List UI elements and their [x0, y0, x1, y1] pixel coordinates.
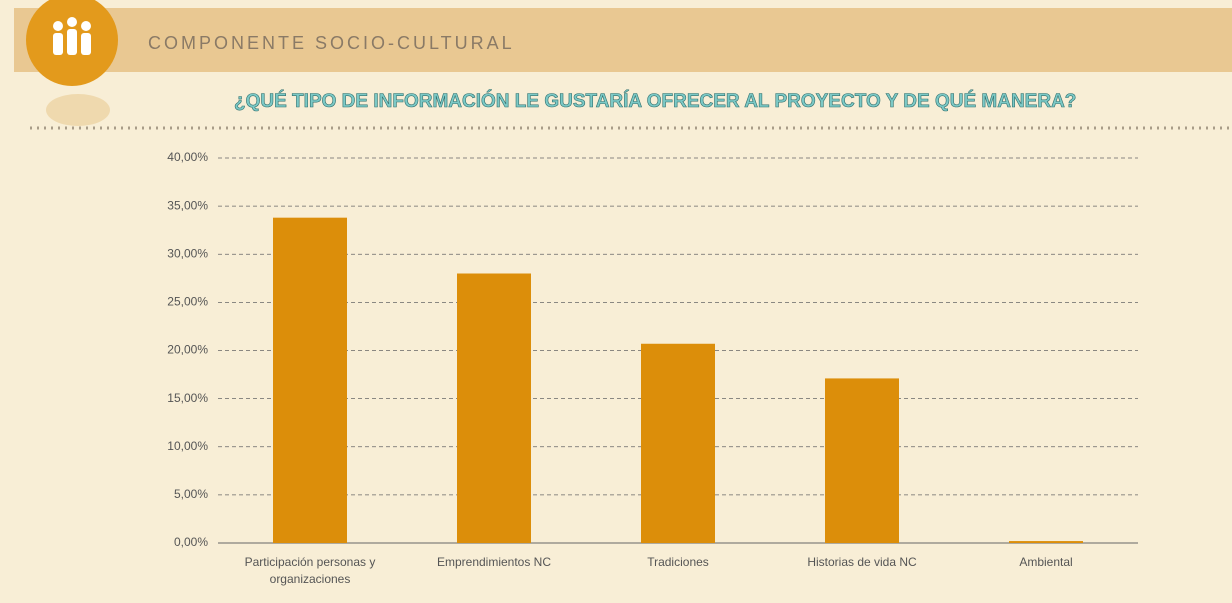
x-tick-label: Emprendimientos NC — [436, 555, 552, 569]
x-tick-label: Historias de vida NC — [807, 555, 917, 569]
y-tick-label: 15,00% — [167, 391, 208, 405]
x-tick-label: Participación personas y organizaciones — [244, 555, 376, 586]
y-tick-label: 30,00% — [167, 246, 208, 260]
y-tick-label: 0,00% — [174, 535, 208, 549]
people-icon — [53, 17, 91, 55]
icon-reflection — [46, 94, 110, 126]
y-tick-label: 40,00% — [167, 150, 208, 164]
y-tick-label: 20,00% — [167, 343, 208, 357]
bar — [457, 273, 531, 543]
section-title: COMPONENTE SOCIO-CULTURAL — [148, 33, 515, 53]
y-tick-label: 25,00% — [167, 295, 208, 309]
x-tick-label: Ambiental — [1019, 555, 1073, 569]
chart-title: ¿QUÉ TIPO DE INFORMACIÓN LE GUSTARÍA OFR… — [234, 90, 1076, 112]
bar — [825, 378, 899, 543]
bar — [1009, 541, 1083, 543]
bar — [641, 343, 715, 543]
bar — [273, 217, 347, 544]
x-tick-label: Tradiciones — [647, 555, 709, 569]
y-tick-label: 5,00% — [174, 487, 208, 501]
y-tick-label: 35,00% — [167, 198, 208, 212]
y-tick-label: 10,00% — [167, 439, 208, 453]
header-band — [14, 8, 1232, 72]
